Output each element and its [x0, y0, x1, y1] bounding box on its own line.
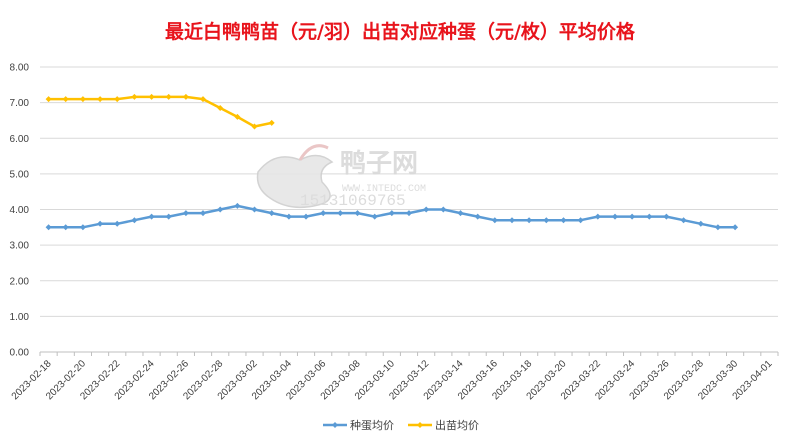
- watermark-phone: 15131069765: [300, 192, 406, 210]
- data-point: [303, 213, 309, 220]
- legend-item-chick: 出苗均价: [408, 418, 479, 432]
- y-tick-label: 5.00: [10, 169, 30, 180]
- data-point: [594, 213, 601, 220]
- data-point: [182, 210, 189, 217]
- data-point: [200, 96, 206, 103]
- data-point: [714, 224, 721, 231]
- data-point: [165, 93, 172, 100]
- data-point: [114, 220, 121, 227]
- data-point: [680, 217, 687, 224]
- data-point: [354, 210, 361, 217]
- data-point: [285, 213, 292, 220]
- data-point: [268, 119, 275, 126]
- data-point: [406, 210, 412, 217]
- data-point: [165, 213, 172, 220]
- series-1: [45, 93, 275, 130]
- data-point: [97, 220, 104, 227]
- data-point: [423, 206, 430, 213]
- data-point: [268, 210, 275, 217]
- data-point: [337, 210, 344, 217]
- y-tick-label: 6.00: [10, 134, 30, 145]
- data-point: [526, 217, 533, 224]
- data-point: [114, 96, 121, 103]
- y-tick-label: 3.00: [10, 241, 30, 252]
- duck-logo-icon: [256, 144, 334, 209]
- data-point: [388, 210, 395, 217]
- y-tick-label: 1.00: [10, 312, 30, 323]
- data-point: [182, 93, 189, 100]
- data-point: [234, 113, 241, 120]
- legend-marker-chick: [417, 422, 423, 428]
- data-point: [62, 96, 69, 103]
- data-point: [45, 96, 52, 103]
- data-point: [629, 213, 636, 220]
- legend-label-seed-egg: 种蛋均价: [350, 418, 394, 432]
- y-axis-tick-labels: 0.00 1.00 2.00 3.00 4.00 5.00 6.00 7.00 8.00: [10, 63, 30, 359]
- data-point: [577, 217, 584, 224]
- data-point: [457, 210, 464, 217]
- watermark-logo: 鸭子网 WWW.INTEDC.COM 15131069765: [256, 144, 426, 210]
- legend-marker-seed-egg: [332, 422, 338, 428]
- data-point: [251, 123, 258, 130]
- data-point: [97, 96, 104, 103]
- data-point: [697, 220, 704, 227]
- data-point: [440, 206, 447, 213]
- y-tick-label: 8.00: [10, 63, 30, 74]
- data-point: [217, 105, 224, 111]
- data-point: [509, 217, 515, 224]
- x-axis-tick-labels: 2023-02-182023-02-202023-02-222023-02-24…: [10, 358, 775, 402]
- y-tick-label: 0.00: [10, 348, 30, 359]
- data-point: [612, 213, 618, 220]
- data-point: [251, 206, 258, 213]
- data-point: [732, 224, 739, 231]
- data-point: [200, 210, 206, 217]
- legend: 种蛋均价 出苗均价: [323, 418, 479, 432]
- y-tick-label: 4.00: [10, 205, 30, 216]
- data-point: [62, 224, 69, 231]
- data-point: [217, 206, 224, 213]
- data-point: [543, 217, 550, 224]
- data-point: [148, 213, 155, 220]
- chart-title: 最近白鸭鸭苗（元/羽）出苗对应种蛋（元/枚）平均价格: [165, 20, 636, 43]
- data-point: [474, 213, 481, 220]
- watermark-name: 鸭子网: [340, 149, 418, 179]
- series-0: [45, 202, 739, 231]
- gridlines: [39, 66, 779, 356]
- legend-label-chick: 出苗均价: [435, 418, 479, 432]
- data-point: [560, 217, 567, 224]
- data-point: [79, 96, 86, 103]
- data-point: [79, 224, 86, 231]
- legend-item-seed-egg: 种蛋均价: [323, 418, 394, 432]
- data-point: [646, 213, 653, 220]
- data-point: [371, 213, 378, 220]
- data-point: [491, 217, 498, 224]
- y-tick-label: 2.00: [10, 276, 30, 287]
- data-point: [45, 224, 52, 231]
- data-point: [320, 210, 327, 217]
- data-point: [148, 93, 155, 100]
- watermark-url: WWW.INTEDC.COM: [342, 184, 426, 195]
- data-point: [131, 217, 138, 224]
- series-line: [48, 95, 272, 128]
- data-point: [663, 213, 670, 220]
- series-layer: [45, 93, 739, 231]
- data-point: [234, 202, 241, 209]
- data-point: [131, 93, 138, 100]
- y-tick-label: 7.00: [10, 98, 30, 109]
